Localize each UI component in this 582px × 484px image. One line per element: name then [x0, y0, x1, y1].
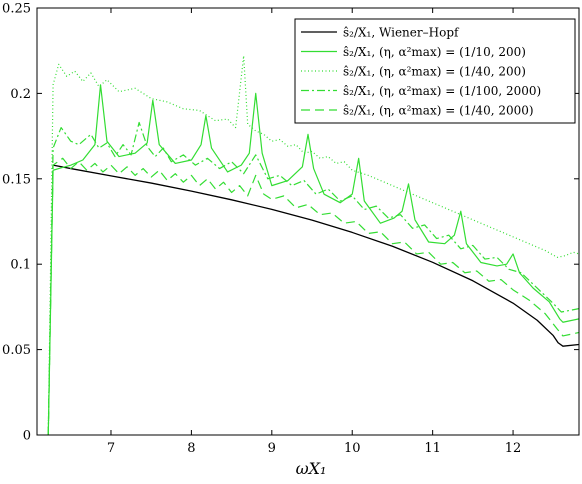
series-line-1	[52, 164, 579, 347]
x-tick-label: 8	[187, 441, 195, 456]
series-line-2	[47, 84, 579, 435]
series-line-4	[47, 121, 579, 435]
series-layer	[47, 55, 579, 435]
y-tick-label: 0.15	[2, 172, 31, 187]
y-tick-label: 0.05	[2, 343, 31, 358]
legend: ŝ₂/X₁, Wiener–Hopf ŝ₂/X₁, (η, α²max) = (1…	[294, 18, 576, 124]
x-tick-label: 12	[505, 441, 522, 456]
x-tick-label: 7	[107, 441, 115, 456]
legend-label: ŝ₂/X₁, Wiener–Hopf	[343, 26, 460, 40]
y-tick-label: 0.2	[10, 87, 31, 102]
x-tick-label: 10	[344, 441, 361, 456]
x-tick-label: 11	[424, 441, 441, 456]
legend-label: ŝ₂/X₁, (η, α²max) = (1/40, 200)	[343, 65, 526, 79]
legend-box	[294, 18, 576, 124]
axis-ticks: 7 8 9 10 11 12 0 0.05 0.1 0.15 0.2 0.25	[2, 2, 579, 456]
legend-label: ŝ₂/X₁, (η, α²max) = (1/10, 200)	[343, 45, 526, 59]
x-axis-label: ωX₁	[296, 459, 327, 478]
series-line-3	[47, 55, 579, 435]
y-tick-label: 0.25	[2, 2, 31, 17]
legend-label: ŝ₂/X₁, (η, α²max) = (1/100, 2000)	[343, 84, 541, 98]
plot-area-frame	[36, 7, 580, 436]
series-line-5	[47, 157, 579, 435]
y-tick-label: 0.1	[10, 258, 31, 273]
legend-label: ŝ₂/X₁, (η, α²max) = (1/40, 2000)	[343, 104, 534, 118]
y-tick-label: 0	[23, 429, 31, 444]
x-tick-label: 9	[268, 441, 276, 456]
